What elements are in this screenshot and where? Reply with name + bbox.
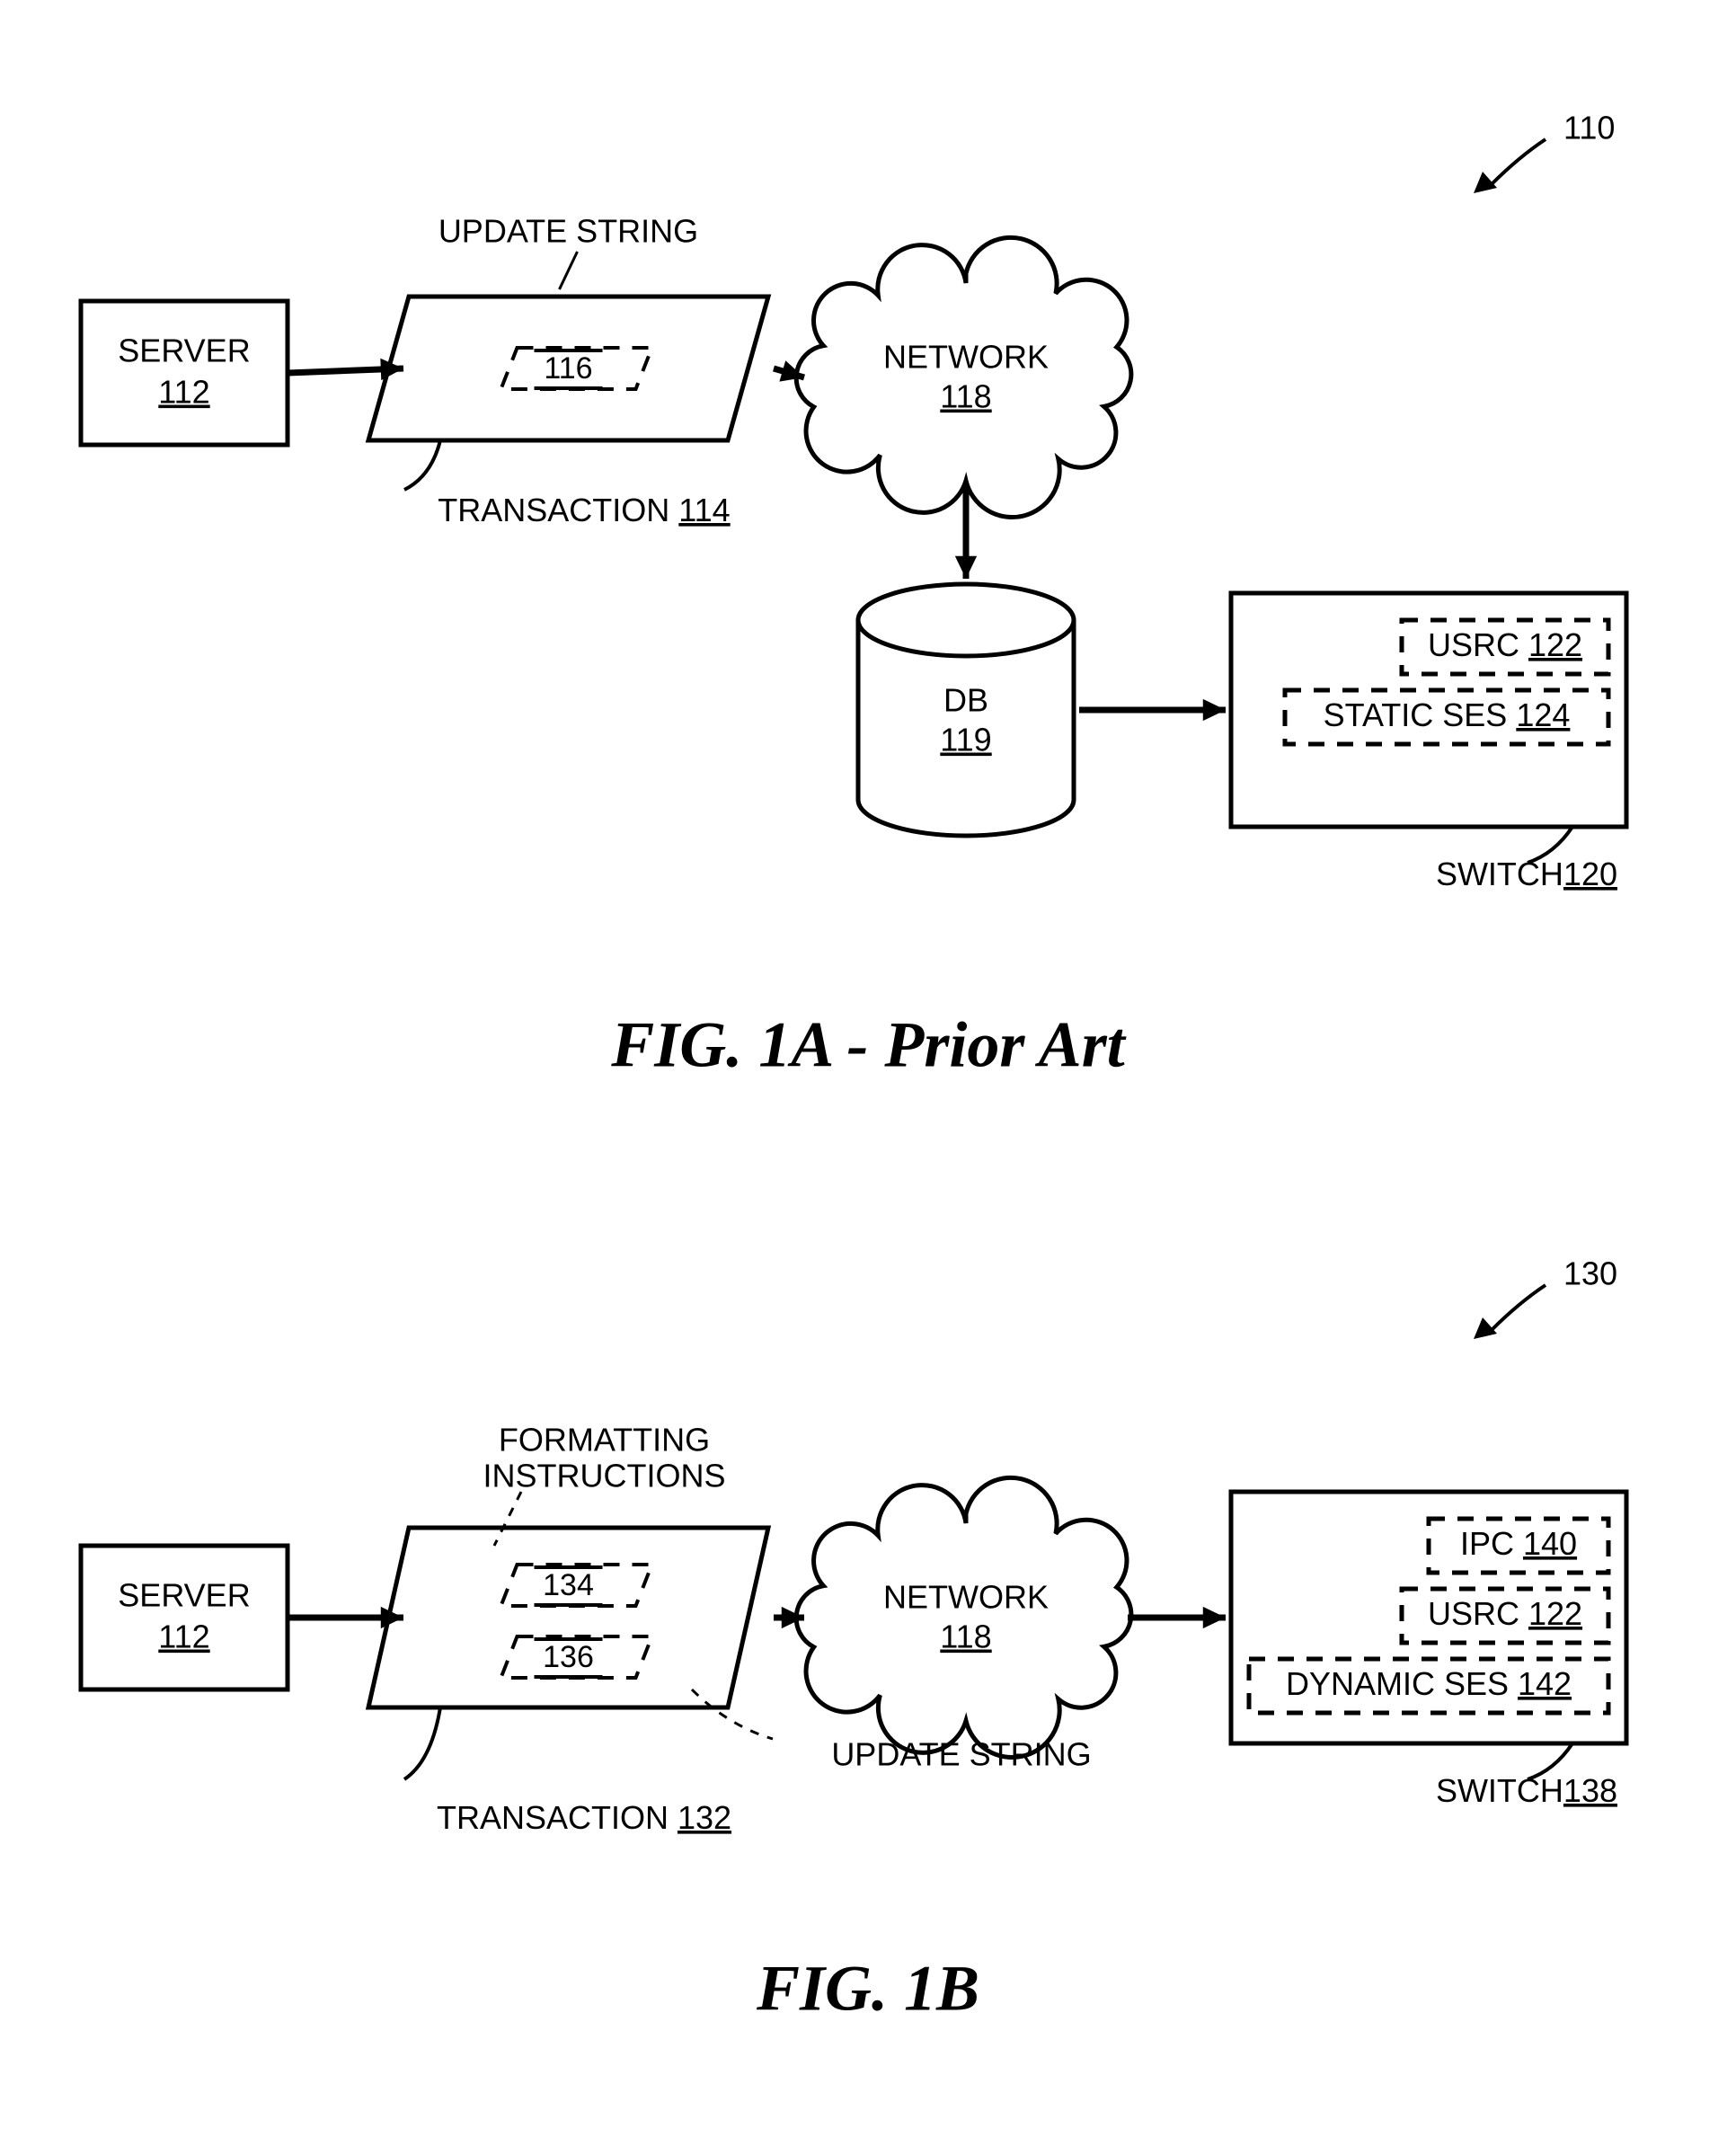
figB-server-num: 112 bbox=[158, 1618, 209, 1655]
figB-inner-136-num: 136 bbox=[543, 1640, 594, 1674]
line bbox=[494, 1492, 521, 1546]
figA-switch-item-1-label: STATIC SES 124 bbox=[1324, 696, 1571, 733]
arrowhead bbox=[1203, 699, 1226, 721]
figA-db-bottom bbox=[858, 800, 1074, 836]
figA-db-top bbox=[858, 584, 1074, 656]
figA-network-label: NETWORK bbox=[883, 339, 1049, 376]
figA-db-label: DB bbox=[943, 682, 988, 719]
figB-inner-134-num: 134 bbox=[543, 1568, 594, 1602]
arrowhead bbox=[955, 556, 977, 579]
figA-caption: FIG. 1A - Prior Art bbox=[610, 1009, 1126, 1081]
figB-server-label: SERVER bbox=[118, 1577, 250, 1614]
ref-leader bbox=[1492, 1285, 1546, 1330]
arrowhead bbox=[782, 1607, 804, 1628]
figB-trans-leader bbox=[404, 1707, 440, 1779]
figA-db-num: 119 bbox=[940, 722, 991, 758]
figB-update-string-label: UPDATE STRING bbox=[831, 1736, 1091, 1773]
figB-switch-item-2-label: DYNAMIC SES 142 bbox=[1286, 1665, 1572, 1702]
figB-switch-item-1-label: USRC 122 bbox=[1428, 1595, 1582, 1632]
figA-switch-caption: SWITCH120 bbox=[1436, 856, 1617, 892]
figA-inner-116-num: 116 bbox=[544, 351, 592, 386]
line bbox=[560, 252, 578, 289]
ref-num: 130 bbox=[1563, 1255, 1617, 1292]
figA-trans-leader bbox=[404, 440, 440, 490]
figB-trans-caption: TRANSACTION 132 bbox=[437, 1799, 731, 1836]
figB-network-label: NETWORK bbox=[883, 1579, 1049, 1616]
figB-network-num: 118 bbox=[940, 1618, 991, 1655]
figB-transaction bbox=[368, 1528, 768, 1707]
figA-switch-item-0-label: USRC 122 bbox=[1428, 626, 1582, 663]
figA-server-num: 112 bbox=[158, 374, 209, 411]
figB-fmt-label-2: INSTRUCTIONS bbox=[483, 1458, 726, 1494]
figA-update-string-label: UPDATE STRING bbox=[438, 213, 698, 250]
ref-num: 110 bbox=[1563, 110, 1615, 146]
figB-switch-caption: SWITCH138 bbox=[1436, 1772, 1617, 1809]
arrowhead bbox=[1203, 1607, 1226, 1628]
figA-network-num: 118 bbox=[940, 378, 991, 415]
figB-fmt-label-1: FORMATTING bbox=[499, 1422, 710, 1459]
figB-switch-item-0-label: IPC 140 bbox=[1460, 1525, 1577, 1562]
ref-leader bbox=[1492, 139, 1546, 184]
figA-trans-caption: TRANSACTION 114 bbox=[438, 492, 730, 528]
figA-server-label: SERVER bbox=[118, 333, 250, 369]
figB-caption: FIG. 1B bbox=[756, 1953, 979, 2025]
